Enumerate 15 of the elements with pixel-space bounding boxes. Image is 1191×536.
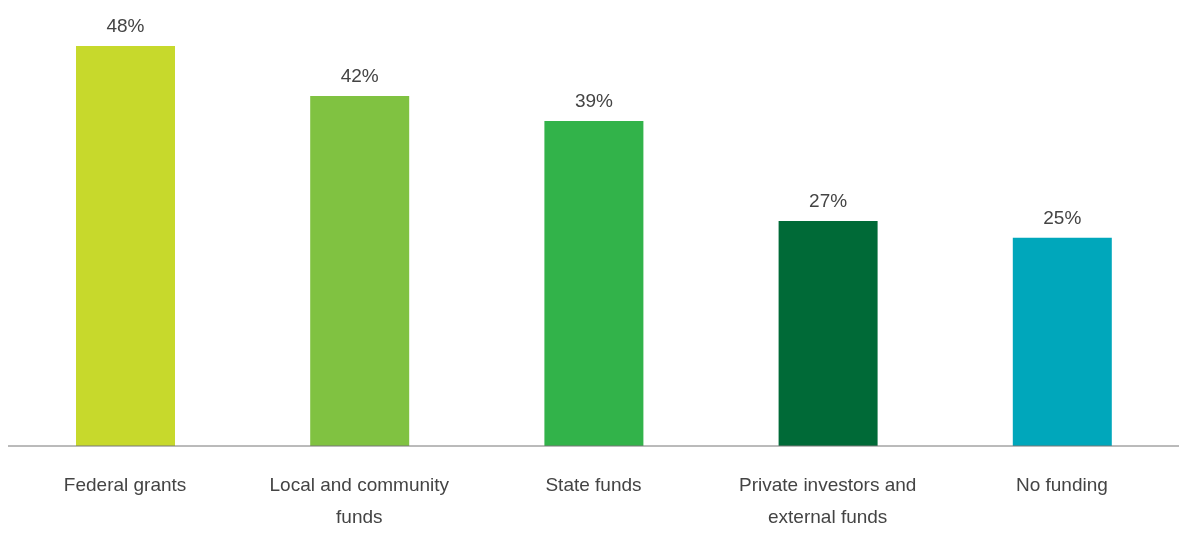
x-tick-label: Federal grants xyxy=(63,474,187,496)
data-label: 25% xyxy=(1043,206,1082,228)
data-label: 39% xyxy=(574,90,614,111)
bar xyxy=(1012,237,1112,446)
data-label: 48% xyxy=(106,15,145,36)
bar xyxy=(310,96,410,446)
bar xyxy=(778,221,878,446)
x-tick-label: State funds xyxy=(545,474,642,496)
x-tick-label: No funding xyxy=(1015,474,1108,496)
data-label: 42% xyxy=(340,65,379,86)
data-label: 27% xyxy=(809,190,848,211)
x-tick-label: Private investors and external funds xyxy=(738,474,917,528)
x-tick-label: Local and community funds xyxy=(269,474,450,528)
bar xyxy=(76,46,175,446)
bar xyxy=(544,121,644,446)
